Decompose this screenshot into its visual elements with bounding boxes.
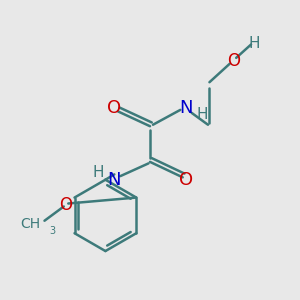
Text: H: H	[248, 35, 260, 50]
Text: 3: 3	[50, 226, 56, 236]
Text: H: H	[92, 165, 104, 180]
Text: H: H	[196, 107, 208, 122]
Text: N: N	[108, 171, 121, 189]
Text: N: N	[179, 99, 192, 117]
Text: O: O	[107, 99, 122, 117]
Text: O: O	[227, 52, 240, 70]
Text: CH: CH	[20, 217, 40, 231]
Text: O: O	[59, 196, 72, 214]
Text: O: O	[178, 171, 193, 189]
